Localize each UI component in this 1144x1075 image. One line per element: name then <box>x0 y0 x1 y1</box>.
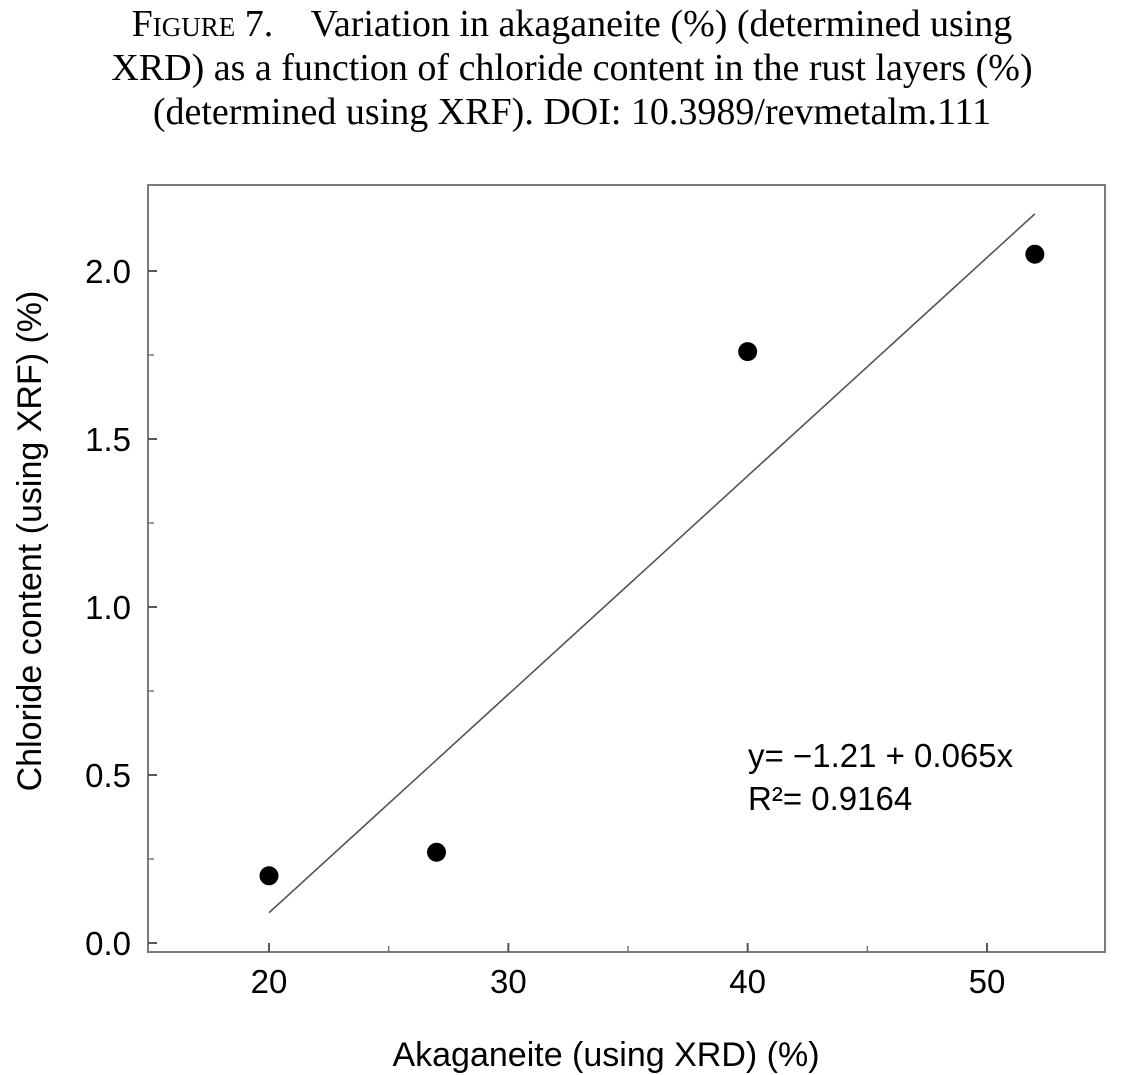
data-point <box>259 866 279 886</box>
equation-label: y= −1.21 + 0.065x <box>748 737 1014 774</box>
y-axis-label: Chloride content (using XRF) (%) <box>11 291 49 792</box>
x-axis-ticks: 20 30 40 50 <box>251 943 1006 1000</box>
caption-line-1: Figure 7. Variation in akaganeite (%) (d… <box>0 2 1144 46</box>
x-tick-label: 50 <box>969 963 1006 1000</box>
caption-line-3: (determined using XRF). DOI: 10.3989/rev… <box>152 91 992 133</box>
x-tick-label: 40 <box>729 963 766 1000</box>
r-squared-label: R²= 0.9164 <box>748 780 912 817</box>
y-axis-ticks: 0.0 0.5 1.0 1.5 2.0 <box>85 253 157 962</box>
data-points <box>259 244 1045 886</box>
trend-line <box>268 213 1036 914</box>
caption-line-2: XRD) as a function of chloride content i… <box>111 47 1033 89</box>
minor-ticks <box>148 354 869 952</box>
data-point <box>427 842 447 862</box>
y-tick-label: 0.5 <box>85 757 131 794</box>
plot-frame <box>147 184 1106 953</box>
y-tick-label: 2.0 <box>85 253 131 290</box>
x-tick-label: 30 <box>490 963 527 1000</box>
caption-line-1-text: Variation in akaganeite (%) (determined … <box>310 3 1013 45</box>
y-tick-label: 0.0 <box>85 925 131 962</box>
data-point <box>1025 244 1045 264</box>
y-tick-label: 1.5 <box>85 421 131 458</box>
figure-caption: Figure 7. Variation in akaganeite (%) (d… <box>0 2 1144 134</box>
x-tick-label: 20 <box>251 963 288 1000</box>
y-tick-label: 1.0 <box>85 589 131 626</box>
data-point <box>738 342 758 362</box>
x-axis-label: Akaganeite (using XRD) (%) <box>392 1036 819 1074</box>
caption-figure-label: Figure 7. <box>131 3 274 45</box>
